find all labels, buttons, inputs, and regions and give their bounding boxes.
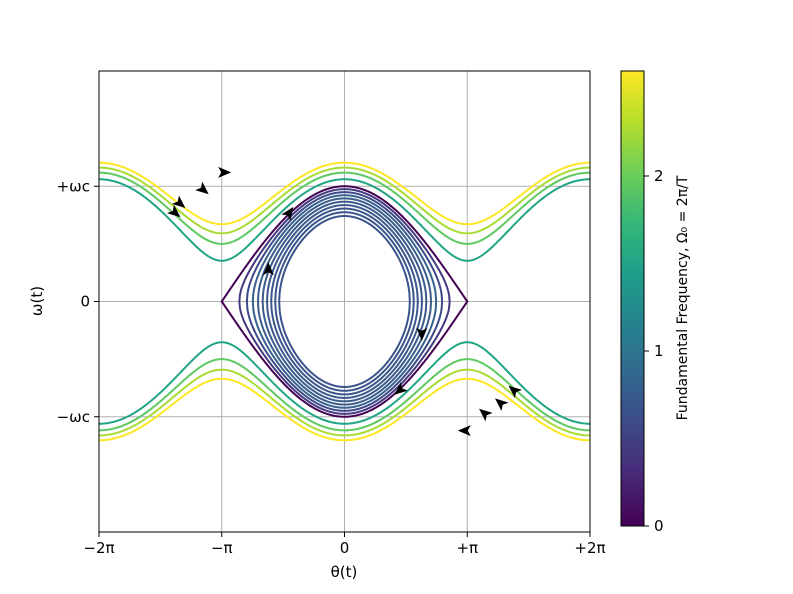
y-tick-label-0: +ωc: [57, 177, 90, 195]
flow-arrow-8: [508, 385, 523, 399]
rotation-curve-10-lower: [99, 341, 590, 425]
colorbar-tick-label-1: 1: [654, 342, 664, 360]
libration-curve-6: [251, 194, 438, 409]
libration-curve-3: [266, 204, 423, 399]
libration-curve-4: [261, 200, 428, 403]
colorbar-ticks: 0 1 2: [644, 167, 664, 535]
flow-arrow-5: [262, 262, 274, 276]
rotation-curve-11-upper: [99, 171, 590, 245]
libration-curve-5: [256, 197, 433, 406]
grid-lines: [98, 71, 591, 532]
rotation-curve-11-lower: [99, 358, 590, 432]
flow-arrow-3: [166, 204, 181, 218]
x-axis-ticks: −2π −π 0 +π +2π: [83, 532, 606, 557]
libration-curve-2: [270, 207, 419, 396]
flow-arrow-2: [171, 195, 186, 209]
libration-curve-7: [245, 191, 444, 412]
flow-arrow-4: [281, 207, 294, 221]
flow-arrow-0: [218, 166, 232, 178]
y-axis-ticks: +ωc 0 −ωc: [57, 177, 99, 426]
flow-arrow-9: [495, 398, 509, 411]
y-tick-label-2: −ωc: [57, 408, 90, 426]
libration-curve-8: [238, 188, 451, 415]
colorbar-tick-label-0: 0: [654, 517, 664, 535]
rotation-curve-10-upper: [99, 178, 590, 262]
y-axis-label: ω(t): [28, 286, 46, 316]
x-axis-label: θ(t): [331, 563, 358, 581]
flow-arrow-10: [479, 408, 493, 422]
separatrix-curve-9: [220, 185, 469, 418]
rotation-curve-12-lower: [99, 368, 590, 437]
y-tick-label-1: 0: [80, 293, 90, 311]
flow-arrow-1: [195, 181, 209, 195]
x-tick-label-0: −2π: [83, 539, 114, 557]
rotation-curve-12-upper: [99, 166, 590, 235]
x-tick-label-2: 0: [340, 539, 350, 557]
colorbar-label: Fundamental Frequency, Ω₀ = 2π/T: [675, 175, 691, 420]
colorbar-tick-label-2: 2: [654, 167, 664, 185]
rotation-curve-13-lower: [99, 377, 590, 442]
flow-arrow-7: [394, 382, 408, 395]
x-tick-label-4: +2π: [574, 539, 605, 557]
libration-curve-1: [274, 211, 415, 392]
flow-arrow-11: [457, 425, 471, 437]
colorbar: [620, 70, 645, 527]
x-tick-label-3: +π: [456, 539, 478, 557]
direction-arrows: [166, 166, 523, 437]
flow-arrow-6: [416, 327, 428, 341]
libration-curve-0: [278, 215, 411, 388]
x-tick-label-1: −π: [211, 539, 233, 557]
trajectory-curves: [99, 161, 590, 442]
